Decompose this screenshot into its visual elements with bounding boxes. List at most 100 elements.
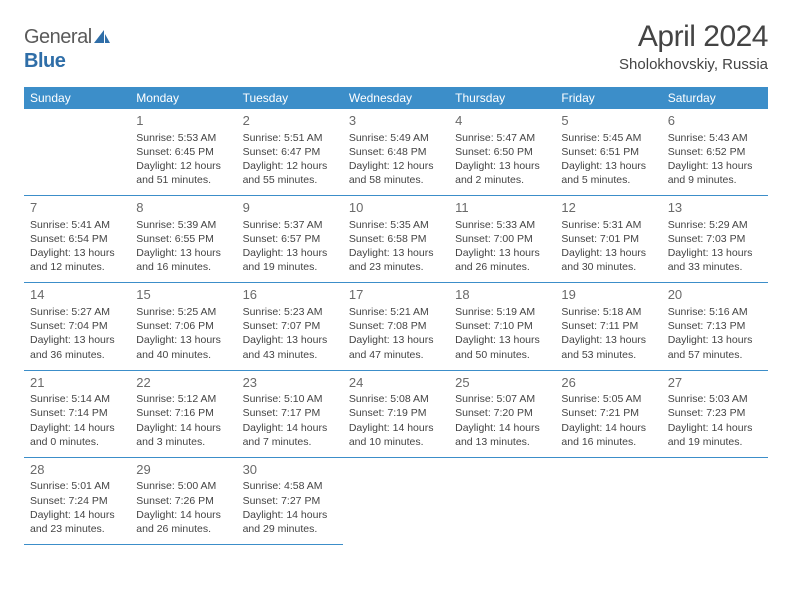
sunrise-line: Sunrise: 5:49 AM [349, 131, 443, 145]
calendar-week-row: 28Sunrise: 5:01 AMSunset: 7:24 PMDayligh… [24, 457, 768, 544]
sunset-line: Sunset: 6:47 PM [243, 145, 337, 159]
sunrise-line: Sunrise: 5:35 AM [349, 218, 443, 232]
calendar-day-cell [662, 457, 768, 544]
day-number: 25 [455, 374, 549, 392]
daylight-line-1: Daylight: 14 hours [668, 421, 762, 435]
daylight-line-2: and 33 minutes. [668, 260, 762, 274]
sunset-line: Sunset: 7:10 PM [455, 319, 549, 333]
sunset-line: Sunset: 7:26 PM [136, 494, 230, 508]
sunset-line: Sunset: 6:45 PM [136, 145, 230, 159]
day-number: 22 [136, 374, 230, 392]
daylight-line-2: and 57 minutes. [668, 348, 762, 362]
calendar-day-cell: 25Sunrise: 5:07 AMSunset: 7:20 PMDayligh… [449, 370, 555, 457]
daylight-line-2: and 55 minutes. [243, 173, 337, 187]
day-number: 14 [30, 286, 124, 304]
daylight-line-2: and 5 minutes. [561, 173, 655, 187]
calendar-day-cell: 22Sunrise: 5:12 AMSunset: 7:16 PMDayligh… [130, 370, 236, 457]
sunset-line: Sunset: 7:06 PM [136, 319, 230, 333]
calendar-day-cell: 12Sunrise: 5:31 AMSunset: 7:01 PMDayligh… [555, 196, 661, 283]
sunrise-line: Sunrise: 5:18 AM [561, 305, 655, 319]
calendar-day-cell: 7Sunrise: 5:41 AMSunset: 6:54 PMDaylight… [24, 196, 130, 283]
sunrise-line: Sunrise: 5:51 AM [243, 131, 337, 145]
calendar-day-cell: 2Sunrise: 5:51 AMSunset: 6:47 PMDaylight… [237, 109, 343, 196]
day-number: 12 [561, 199, 655, 217]
calendar-day-cell: 8Sunrise: 5:39 AMSunset: 6:55 PMDaylight… [130, 196, 236, 283]
weekday-header: Thursday [449, 87, 555, 109]
calendar-day-cell: 21Sunrise: 5:14 AMSunset: 7:14 PMDayligh… [24, 370, 130, 457]
day-number: 21 [30, 374, 124, 392]
calendar-day-cell: 30Sunrise: 4:58 AMSunset: 7:27 PMDayligh… [237, 457, 343, 544]
calendar-day-cell: 17Sunrise: 5:21 AMSunset: 7:08 PMDayligh… [343, 283, 449, 370]
sunset-line: Sunset: 7:23 PM [668, 406, 762, 420]
calendar-day-cell: 11Sunrise: 5:33 AMSunset: 7:00 PMDayligh… [449, 196, 555, 283]
daylight-line-1: Daylight: 14 hours [561, 421, 655, 435]
sunset-line: Sunset: 7:00 PM [455, 232, 549, 246]
daylight-line-1: Daylight: 13 hours [561, 159, 655, 173]
sunrise-line: Sunrise: 5:45 AM [561, 131, 655, 145]
daylight-line-2: and 58 minutes. [349, 173, 443, 187]
calendar-table: SundayMondayTuesdayWednesdayThursdayFrid… [24, 87, 768, 545]
daylight-line-1: Daylight: 13 hours [136, 246, 230, 260]
sunrise-line: Sunrise: 5:00 AM [136, 479, 230, 493]
day-number: 9 [243, 199, 337, 217]
sunrise-line: Sunrise: 5:53 AM [136, 131, 230, 145]
daylight-line-1: Daylight: 13 hours [455, 159, 549, 173]
sunrise-line: Sunrise: 4:58 AM [243, 479, 337, 493]
day-number: 7 [30, 199, 124, 217]
day-number: 18 [455, 286, 549, 304]
day-number: 6 [668, 112, 762, 130]
sunset-line: Sunset: 7:17 PM [243, 406, 337, 420]
title-block: April 2024 Sholokhovskiy, Russia [619, 20, 768, 73]
daylight-line-2: and 16 minutes. [136, 260, 230, 274]
daylight-line-2: and 23 minutes. [349, 260, 443, 274]
calendar-day-cell: 20Sunrise: 5:16 AMSunset: 7:13 PMDayligh… [662, 283, 768, 370]
day-number: 16 [243, 286, 337, 304]
weekday-header: Tuesday [237, 87, 343, 109]
sunset-line: Sunset: 7:13 PM [668, 319, 762, 333]
sunrise-line: Sunrise: 5:14 AM [30, 392, 124, 406]
daylight-line-1: Daylight: 13 hours [668, 333, 762, 347]
calendar-week-row: 21Sunrise: 5:14 AMSunset: 7:14 PMDayligh… [24, 370, 768, 457]
daylight-line-1: Daylight: 13 hours [561, 246, 655, 260]
sunset-line: Sunset: 7:08 PM [349, 319, 443, 333]
day-number: 13 [668, 199, 762, 217]
daylight-line-2: and 29 minutes. [243, 522, 337, 536]
sunset-line: Sunset: 6:57 PM [243, 232, 337, 246]
calendar-day-cell: 14Sunrise: 5:27 AMSunset: 7:04 PMDayligh… [24, 283, 130, 370]
weekday-header: Monday [130, 87, 236, 109]
daylight-line-2: and 13 minutes. [455, 435, 549, 449]
daylight-line-2: and 53 minutes. [561, 348, 655, 362]
calendar-day-cell: 13Sunrise: 5:29 AMSunset: 7:03 PMDayligh… [662, 196, 768, 283]
daylight-line-1: Daylight: 14 hours [349, 421, 443, 435]
daylight-line-2: and 51 minutes. [136, 173, 230, 187]
daylight-line-2: and 36 minutes. [30, 348, 124, 362]
calendar-day-cell: 16Sunrise: 5:23 AMSunset: 7:07 PMDayligh… [237, 283, 343, 370]
sunrise-line: Sunrise: 5:33 AM [455, 218, 549, 232]
sunset-line: Sunset: 7:01 PM [561, 232, 655, 246]
sunrise-line: Sunrise: 5:01 AM [30, 479, 124, 493]
daylight-line-1: Daylight: 13 hours [455, 333, 549, 347]
day-number: 5 [561, 112, 655, 130]
daylight-line-2: and 3 minutes. [136, 435, 230, 449]
sunset-line: Sunset: 6:51 PM [561, 145, 655, 159]
sunrise-line: Sunrise: 5:16 AM [668, 305, 762, 319]
sunrise-line: Sunrise: 5:31 AM [561, 218, 655, 232]
daylight-line-1: Daylight: 13 hours [349, 333, 443, 347]
sunrise-line: Sunrise: 5:43 AM [668, 131, 762, 145]
calendar-week-row: 7Sunrise: 5:41 AMSunset: 6:54 PMDaylight… [24, 196, 768, 283]
sunset-line: Sunset: 7:19 PM [349, 406, 443, 420]
brand-sail-icon [94, 27, 110, 50]
daylight-line-1: Daylight: 13 hours [243, 333, 337, 347]
day-number: 28 [30, 461, 124, 479]
sunset-line: Sunset: 7:07 PM [243, 319, 337, 333]
daylight-line-1: Daylight: 13 hours [455, 246, 549, 260]
sunset-line: Sunset: 6:55 PM [136, 232, 230, 246]
calendar-day-cell [555, 457, 661, 544]
calendar-day-cell: 29Sunrise: 5:00 AMSunset: 7:26 PMDayligh… [130, 457, 236, 544]
sunset-line: Sunset: 7:03 PM [668, 232, 762, 246]
daylight-line-2: and 2 minutes. [455, 173, 549, 187]
brand-word-2: Blue [24, 50, 65, 72]
brand-logo: GeneralBlue [24, 20, 111, 73]
sunset-line: Sunset: 6:54 PM [30, 232, 124, 246]
sunrise-line: Sunrise: 5:29 AM [668, 218, 762, 232]
